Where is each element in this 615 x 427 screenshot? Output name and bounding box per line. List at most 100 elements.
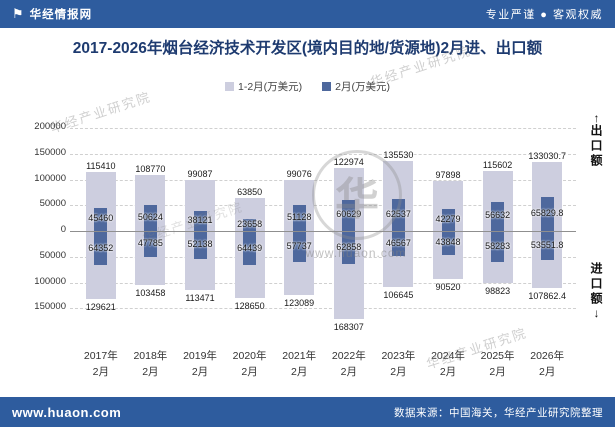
gridline [70, 282, 576, 284]
x-axis-label-month: 2月 [539, 366, 556, 378]
x-axis-label-month: 2月 [291, 366, 308, 378]
bar-export-feb [243, 218, 257, 231]
bar-value-label: 60629 [336, 209, 362, 220]
bar-value-label: 23658 [237, 218, 263, 229]
legend-label-feb: 2月(万美元) [335, 81, 390, 93]
bar-value-label: 106645 [383, 289, 414, 300]
x-axis-label-month: 2月 [191, 366, 209, 378]
x-axis-label-year: 2020年 [232, 350, 267, 362]
bar-value-label: 42279 [435, 214, 461, 225]
y-axis-tick-label: 200000 [34, 121, 66, 132]
x-axis-label-year: 2025年 [480, 350, 515, 362]
bar-value-label: 108770 [135, 163, 166, 174]
x-axis-label-year: 2023年 [381, 350, 416, 362]
x-axis-label-month: 2月 [340, 366, 357, 378]
bar-import-feb [243, 232, 257, 266]
bar-import-feb [491, 232, 505, 263]
bar-export-feb [391, 198, 405, 231]
bar-value-label: 99076 [286, 168, 312, 179]
x-axis-label-year: 2018年 [133, 350, 168, 362]
bar-value-label: 64352 [88, 242, 114, 253]
bar-value-label: 47785 [137, 238, 163, 249]
bar-value-label: 51128 [287, 211, 312, 222]
legend: 1-2月(万美元) 2月(万美元) [0, 79, 615, 94]
bar-value-label: 97898 [435, 169, 461, 180]
bar-import-feb [342, 232, 356, 265]
bar-export-feb [292, 204, 306, 231]
gridline [70, 205, 576, 207]
bar-value-label: 58283 [485, 241, 511, 251]
header-slogan: 专业严谨 ● 客观权威 [485, 9, 603, 21]
bar-value-label: 45460 [88, 213, 114, 224]
bar-import-feb [143, 232, 157, 257]
chart-title: 2017-2026年烟台经济技术开发区(境内目的地/货源地)2月进、出口额 [72, 40, 543, 57]
bar-export-feb [540, 197, 554, 231]
bar-value-label: 123089 [284, 298, 315, 309]
bar-value-label: 53551.8 [530, 239, 564, 250]
bar-value-label: 52138 [187, 239, 213, 250]
bar-value-label: 115602 [482, 160, 513, 171]
import-axis-text: 进口额 [589, 262, 603, 307]
data-source-text: 数据来源：中国海关，华经产业研究院整理 [394, 406, 603, 419]
x-axis-label-year: 2026年 [530, 350, 565, 362]
bar-value-label: 128650 [234, 301, 265, 312]
bar-value-label: 62537 [385, 208, 411, 219]
bar-value-label: 103458 [135, 288, 166, 299]
x-axis-label-year: 2019年 [183, 350, 217, 362]
bar-import-feb [292, 232, 306, 262]
gridline [70, 256, 576, 258]
y-axis-tick-label: 0 [60, 224, 66, 235]
bar-value-label: 57737 [286, 240, 312, 251]
bar-value-label: 63850 [237, 187, 263, 198]
bar-value-label: 65829.8 [530, 208, 564, 219]
up-arrow-icon: ↑ [593, 111, 600, 125]
bar-import-feb [540, 232, 554, 260]
bar-value-label: 43848 [435, 237, 461, 248]
footer-site-link[interactable]: www.huaon.com [12, 404, 122, 420]
bar-value-label: 98823 [485, 285, 511, 296]
x-axis-label-month: 2月 [390, 366, 407, 378]
x-axis-label-month: 2月 [241, 366, 258, 378]
bar-value-label: 107862.4 [528, 290, 566, 301]
x-axis-label-year: 2017年 [83, 350, 118, 362]
legend-label-total: 1-2月(万美元) [237, 81, 303, 93]
bar-value-label: 56632 [485, 210, 511, 221]
legend-swatch-total [224, 82, 234, 91]
bar-value-label: 135530 [383, 150, 414, 161]
export-axis-text: 出口额 [589, 124, 603, 169]
brand-flag-icon: ⚑ [12, 6, 25, 21]
gridline [70, 231, 576, 232]
x-axis-label-month: 2月 [92, 366, 109, 378]
brand[interactable]: ⚑ 华经情报网 [12, 6, 92, 22]
brand-name: 华经情报网 [29, 9, 93, 21]
bar-value-label: 133030.7 [528, 151, 566, 162]
y-axis-tick-label: 150000 [34, 146, 66, 158]
right-axis-export-label: ↑ 出口额 [588, 112, 605, 169]
plot-area: 200000 150000 100000 50000 0 50000 100000 15000… [0, 96, 615, 396]
bar-value-label: 115410 [86, 160, 116, 171]
bar-export-feb [491, 201, 505, 231]
bar-import-feb [391, 232, 405, 256]
legend-item-feb[interactable]: 2月(万美元) [322, 79, 390, 94]
y-axis-tick-label: 100000 [34, 275, 66, 287]
gridline [70, 128, 576, 129]
bar-import-feb [441, 232, 455, 255]
legend-item-total[interactable]: 1-2月(万美元) [224, 79, 303, 94]
bar-value-label: 99087 [187, 168, 213, 179]
bar-value-label: 90520 [435, 281, 461, 292]
right-axis-import-label: 进口额 ↓ [588, 262, 605, 319]
y-axis-tick-label: 100000 [34, 172, 66, 184]
bar-value-label: 64439 [237, 242, 263, 253]
x-axis-label-month: 2月 [489, 366, 506, 378]
legend-swatch-feb [322, 82, 332, 91]
gridline [70, 153, 576, 155]
bar-import-feb [94, 232, 108, 266]
x-axis-label-year: 2024年 [431, 350, 465, 362]
bar-import-feb [193, 232, 207, 259]
x-axis-label-year: 2022年 [331, 350, 366, 362]
bar-value-label: 50624 [137, 211, 163, 222]
x-axis-label-month: 2月 [439, 366, 457, 378]
bar-export-feb [441, 209, 455, 231]
bottom-bar: www.huaon.com 数据来源：中国海关，华经产业研究院整理 [0, 397, 615, 427]
